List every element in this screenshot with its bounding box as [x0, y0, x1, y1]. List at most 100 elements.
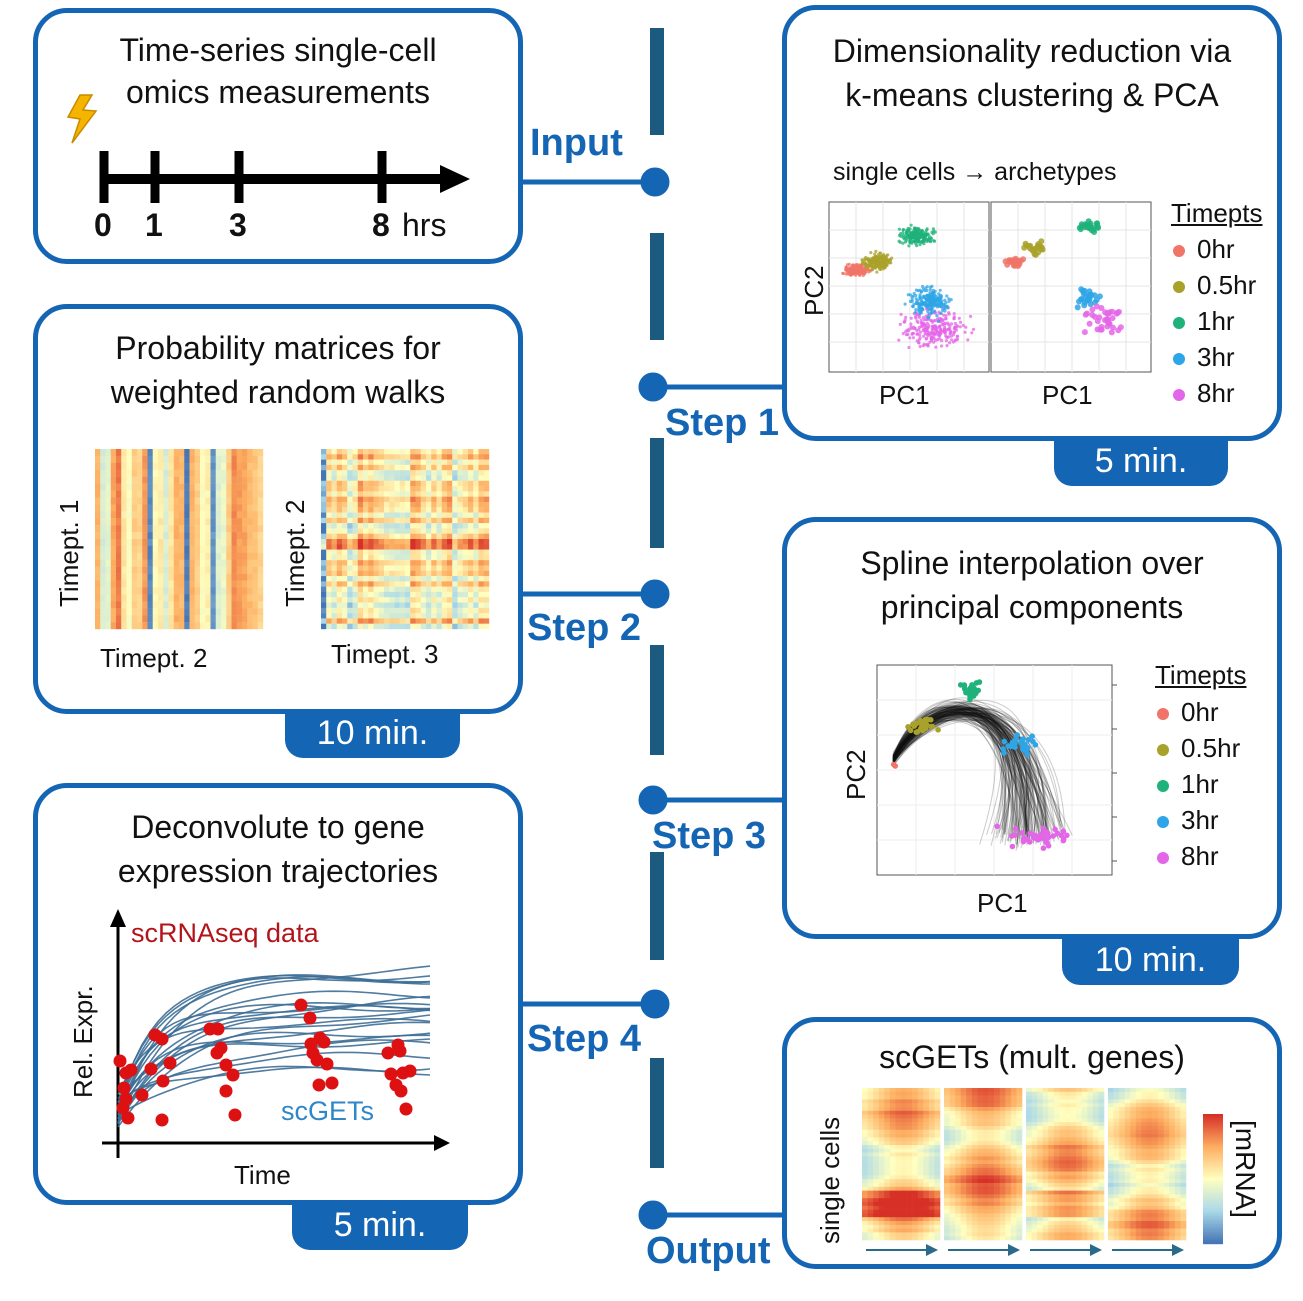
heatmap-cell	[147, 559, 153, 567]
heatmap-cell	[1042, 1152, 1049, 1157]
heatmap-cell	[478, 539, 484, 545]
heatmap-cell	[960, 1232, 967, 1237]
cell-point	[862, 266, 866, 270]
heatmap-cell	[179, 594, 185, 602]
heatmap-cell	[189, 622, 195, 630]
heatmap-cell	[357, 449, 364, 455]
heatmap-cell	[326, 560, 332, 566]
heatmap-cell	[352, 581, 358, 587]
heatmap-cell	[473, 533, 479, 540]
heatmap-cell	[917, 1095, 924, 1100]
heatmap-cell	[373, 623, 379, 630]
heatmap-cell	[242, 545, 248, 554]
heatmap-cell	[473, 597, 479, 603]
archetype-point	[957, 682, 964, 688]
cell-point	[944, 314, 948, 318]
heatmap-cell	[1037, 1099, 1044, 1104]
heatmap-cell	[1016, 1129, 1023, 1134]
spline-curve	[892, 710, 1036, 832]
heatmap-cell	[1076, 1095, 1083, 1100]
heatmap-cell	[977, 1167, 984, 1172]
spline-curve	[892, 713, 1044, 841]
heatmap-cell	[257, 552, 264, 560]
heatmap-cell	[415, 486, 421, 492]
heatmap-cell	[912, 1217, 919, 1222]
heatmap-cell	[410, 459, 416, 466]
heatmap-cell	[1016, 1133, 1023, 1138]
heatmap-cell	[410, 539, 416, 545]
heatmap-cell	[215, 615, 222, 623]
heatmap-cell	[252, 490, 258, 498]
heatmap-cell	[452, 586, 458, 593]
heatmap-cell	[1048, 1164, 1055, 1169]
heatmap-cell	[352, 507, 358, 513]
heatmap-cell	[394, 512, 400, 519]
heatmap-cell	[1016, 1099, 1023, 1104]
heatmap-cell	[152, 552, 159, 560]
heatmap-cell	[221, 455, 227, 464]
heatmap-cell	[252, 587, 258, 595]
heatmap-cell	[447, 523, 453, 529]
heatmap-cell	[121, 587, 127, 595]
heatmap-cell	[321, 560, 327, 566]
heatmap-cell	[462, 533, 469, 540]
heatmap-cell	[221, 511, 227, 519]
heatmap-cell	[147, 511, 153, 519]
heatmap-cell	[368, 517, 374, 524]
heatmap-cell	[142, 608, 148, 616]
heatmap-cell	[163, 587, 169, 595]
heatmap-cell	[1065, 1171, 1071, 1176]
step3-legend-item-0hr: 0hr	[1157, 697, 1219, 728]
heatmap-cell	[994, 1194, 1001, 1199]
spline-curve	[892, 713, 1030, 838]
heatmap-cell	[394, 464, 400, 471]
heatmap-cell	[137, 539, 143, 547]
heatmap-cell	[862, 1213, 868, 1218]
heatmap-cell	[247, 511, 253, 519]
heatmap-cell	[236, 608, 243, 616]
heatmap-cell	[116, 532, 122, 540]
data-point	[121, 1111, 135, 1125]
heatmap-cell	[960, 1141, 967, 1146]
heatmap-cell	[949, 1179, 956, 1184]
cell-point	[929, 298, 933, 302]
heatmap-cell	[988, 1213, 995, 1218]
heatmap-cell	[1026, 1160, 1032, 1165]
cell-point	[926, 232, 930, 236]
heatmap-cell	[326, 470, 332, 476]
heatmap-cell	[321, 528, 327, 534]
cell-point	[946, 321, 950, 325]
heatmap-cell	[399, 539, 406, 545]
cell-point	[932, 319, 936, 323]
heatmap-cell	[184, 449, 190, 457]
heatmap-cell	[221, 504, 227, 512]
heatmap-cell	[884, 1091, 891, 1096]
heatmap-cell	[895, 1088, 902, 1093]
cell-point	[942, 313, 946, 317]
heatmap-cell	[1076, 1129, 1083, 1134]
heatmap-cell	[878, 1114, 885, 1119]
heatmap-cell	[131, 497, 138, 505]
heatmap-cell	[923, 1198, 930, 1203]
heatmap-cell	[1053, 1160, 1060, 1165]
pca-scatter-archetypes	[990, 201, 1152, 373]
heatmap-cell	[873, 1167, 880, 1172]
heatmap-cell	[179, 462, 185, 470]
data-point	[320, 1057, 334, 1071]
heatmap-cell	[912, 1152, 919, 1157]
step-label-1: Step 1	[665, 402, 780, 444]
heatmap-cell	[867, 1190, 874, 1195]
heatmap-cell	[405, 602, 411, 609]
heatmap-cell	[342, 517, 348, 524]
heatmap-cell	[928, 1118, 935, 1123]
heatmap-cell	[1005, 1183, 1012, 1188]
heatmap-cell	[137, 476, 143, 484]
heatmap-cell	[321, 623, 327, 630]
heatmap-cell	[173, 573, 180, 581]
heatmap-cell	[431, 475, 437, 481]
heatmap-cell	[912, 1171, 919, 1176]
heatmap-cell	[373, 470, 379, 476]
heatmap-cell	[363, 570, 369, 577]
heatmap-cell	[426, 570, 432, 577]
heatmap-cell	[415, 464, 421, 471]
